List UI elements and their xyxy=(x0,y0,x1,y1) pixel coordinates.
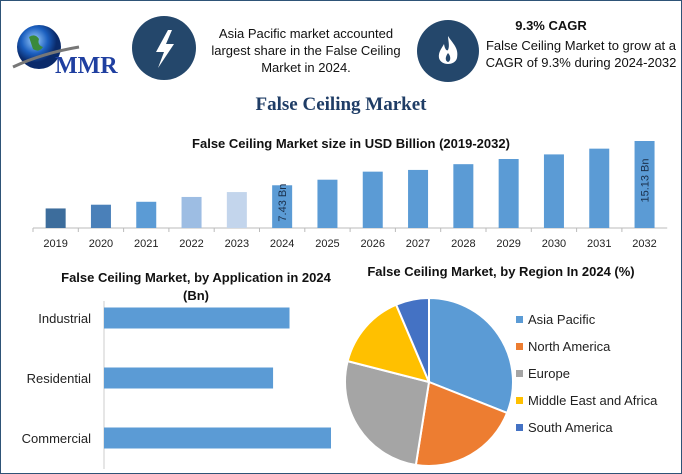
pie-slice-south-america xyxy=(394,296,430,383)
legend-label: Europe xyxy=(528,366,570,381)
page-title: False Ceiling Market xyxy=(255,94,427,115)
legend-swatch xyxy=(516,397,523,404)
flame-icon xyxy=(417,20,479,82)
x-tick-label: 2028 xyxy=(451,238,475,250)
bar-2031 xyxy=(589,148,610,228)
bar-2027 xyxy=(408,169,429,228)
pie-slice-europe xyxy=(344,359,431,467)
data-label: 15.13 Bn xyxy=(640,158,652,202)
pie-slice-asia-pacific xyxy=(428,296,514,415)
x-tick-label: 2023 xyxy=(225,238,249,250)
x-tick-label: 2031 xyxy=(587,238,611,250)
bar-2020 xyxy=(90,204,111,228)
bar-residential xyxy=(104,367,274,389)
logo-text: MMR xyxy=(55,53,118,79)
category-label: Industrial xyxy=(38,311,91,326)
bar-2022 xyxy=(181,196,202,228)
x-tick-label: 2020 xyxy=(89,238,113,250)
category-label: Commercial xyxy=(22,431,91,446)
x-tick-label: 2025 xyxy=(315,238,339,250)
data-label: 7.43 Bn xyxy=(277,184,289,222)
bar-2024 xyxy=(272,185,293,228)
cagr-title: 9.3% CAGR xyxy=(515,18,587,33)
bar-2023 xyxy=(226,192,247,228)
region-chart: Asia Pacific North America Europe Middle Ea… xyxy=(344,296,658,467)
legend-label: South America xyxy=(528,420,613,435)
x-tick-label: 2022 xyxy=(179,238,203,250)
category-label: Residential xyxy=(27,371,91,386)
bar-2025 xyxy=(317,179,338,228)
bar-2030 xyxy=(543,154,564,228)
bar-2028 xyxy=(453,164,474,228)
x-tick-label: 2032 xyxy=(632,238,656,250)
x-tick-label: 2021 xyxy=(134,238,158,250)
bar-commercial xyxy=(104,427,331,449)
x-tick-label: 2026 xyxy=(361,238,385,250)
legend-swatch xyxy=(516,370,523,377)
application-chart-title: False Ceiling Market, by Application in … xyxy=(61,270,331,303)
x-tick-label: 2024 xyxy=(270,238,294,250)
x-tick-label: 2030 xyxy=(542,238,566,250)
bar-2032 xyxy=(634,141,655,228)
legend-swatch xyxy=(516,424,523,431)
market-size-chart: 2019 2020 2021 2022 2023 2024 7.43 Bn 2025 2026 2… xyxy=(32,141,668,250)
legend-swatch xyxy=(516,343,523,350)
legend-label: North America xyxy=(528,339,611,354)
region-chart-title: False Ceiling Market, by Region In 2024 … xyxy=(367,264,635,279)
legend-label: Middle East and Africa xyxy=(528,393,658,408)
pie-slice-north-america xyxy=(414,380,509,467)
x-tick-label: 2029 xyxy=(496,238,520,250)
asia-pacific-note: Asia Pacific market accounted largest sh… xyxy=(211,26,401,75)
x-tick-label: 2019 xyxy=(43,238,67,250)
globe-icon xyxy=(12,25,80,69)
bar-2026 xyxy=(362,171,383,228)
application-chart: Industrial Residential Commercial xyxy=(22,301,331,469)
bar-industrial xyxy=(104,307,290,329)
bar-2029 xyxy=(498,158,519,228)
bar-2019 xyxy=(45,208,66,228)
pie-slice-middle-east-and-africa xyxy=(346,303,431,384)
cagr-text: False Ceiling Market to grow at a CAGR o… xyxy=(485,38,677,70)
mmr-logo: MMR xyxy=(9,23,129,83)
legend-swatch xyxy=(516,316,523,323)
x-tick-label: 2027 xyxy=(406,238,430,250)
market-size-chart-title: False Ceiling Market size in USD Billion… xyxy=(192,136,510,151)
legend-label: Asia Pacific xyxy=(528,312,596,327)
lightning-bolt-icon xyxy=(132,16,196,80)
bar-2021 xyxy=(136,201,157,228)
